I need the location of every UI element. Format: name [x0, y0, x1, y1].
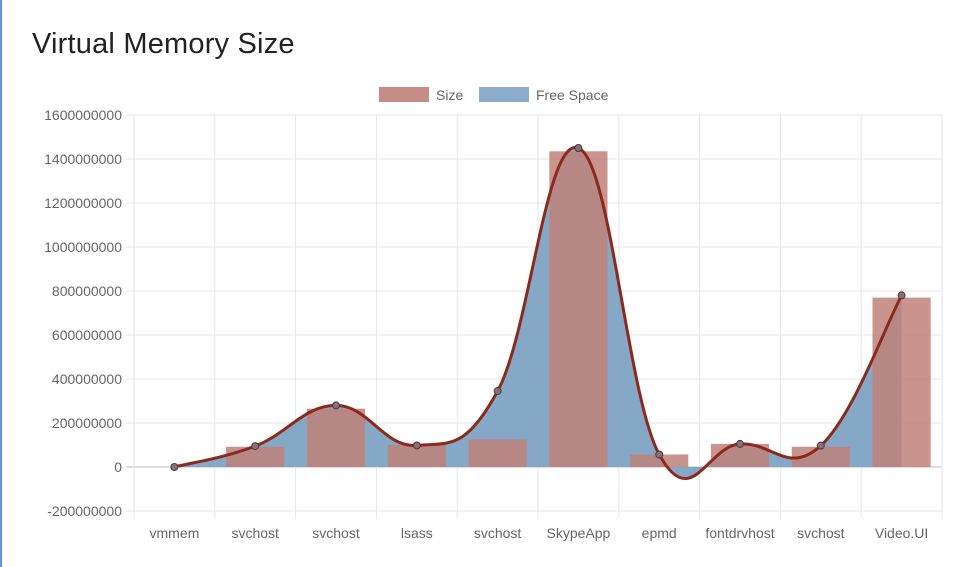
bar-size — [630, 454, 689, 467]
area-layer — [174, 147, 902, 479]
y-tick-label: 1200000000 — [44, 195, 122, 211]
y-tick-label: 400000000 — [52, 371, 122, 387]
y-tick-label: 800000000 — [52, 283, 122, 299]
x-tick-label: svchost — [797, 525, 845, 541]
x-tick-label: vmmem — [150, 525, 200, 541]
bar-size — [791, 446, 850, 467]
data-point — [574, 144, 583, 152]
point-layer — [170, 144, 906, 471]
legend-label: Size — [436, 87, 463, 103]
area-free-space — [174, 147, 902, 479]
data-point — [332, 401, 340, 410]
y-tick-label: 0 — [114, 459, 122, 475]
x-tick-label: svchost — [312, 525, 360, 541]
bar-size — [387, 445, 446, 467]
y-tick-label: 1600000000 — [44, 107, 122, 123]
page-title: Virtual Memory Size — [32, 28, 295, 60]
legend[interactable]: Size Free Space — [379, 87, 609, 103]
y-tick-label: 200000000 — [52, 415, 122, 431]
bar-size — [872, 297, 931, 467]
legend-label: Free Space — [536, 87, 609, 103]
y-tick-label: 600000000 — [52, 327, 122, 343]
bar-size — [306, 408, 366, 467]
y-tick-label: 1000000000 — [44, 239, 122, 255]
y-tick-label: -200000000 — [47, 503, 122, 519]
data-point — [251, 442, 260, 451]
x-tick-label: svchost — [474, 525, 522, 541]
data-point — [816, 441, 825, 450]
x-tick-label: lsass — [401, 525, 433, 541]
bar-size — [549, 151, 608, 468]
bar-size — [468, 439, 527, 467]
data-point — [655, 450, 664, 459]
x-tick-label: Video.UI — [875, 525, 928, 541]
legend-swatch — [379, 87, 429, 102]
data-point — [170, 463, 179, 471]
data-point — [493, 387, 502, 396]
x-tick-label: fontdrvhost — [705, 525, 774, 541]
data-point — [736, 439, 744, 448]
x-tick-label: svchost — [231, 525, 279, 541]
x-tick-label: SkypeApp — [546, 525, 610, 541]
data-point — [897, 291, 906, 300]
left-border — [0, 0, 2, 567]
bar-layer — [226, 151, 931, 468]
axis-layer: -200000000 0 200000000 400000000 600000000 80… — [44, 107, 928, 541]
y-tick-label: 1400000000 — [44, 151, 122, 167]
x-tick-label: epmd — [642, 525, 677, 541]
legend-swatch — [479, 87, 529, 102]
data-point — [412, 441, 421, 450]
